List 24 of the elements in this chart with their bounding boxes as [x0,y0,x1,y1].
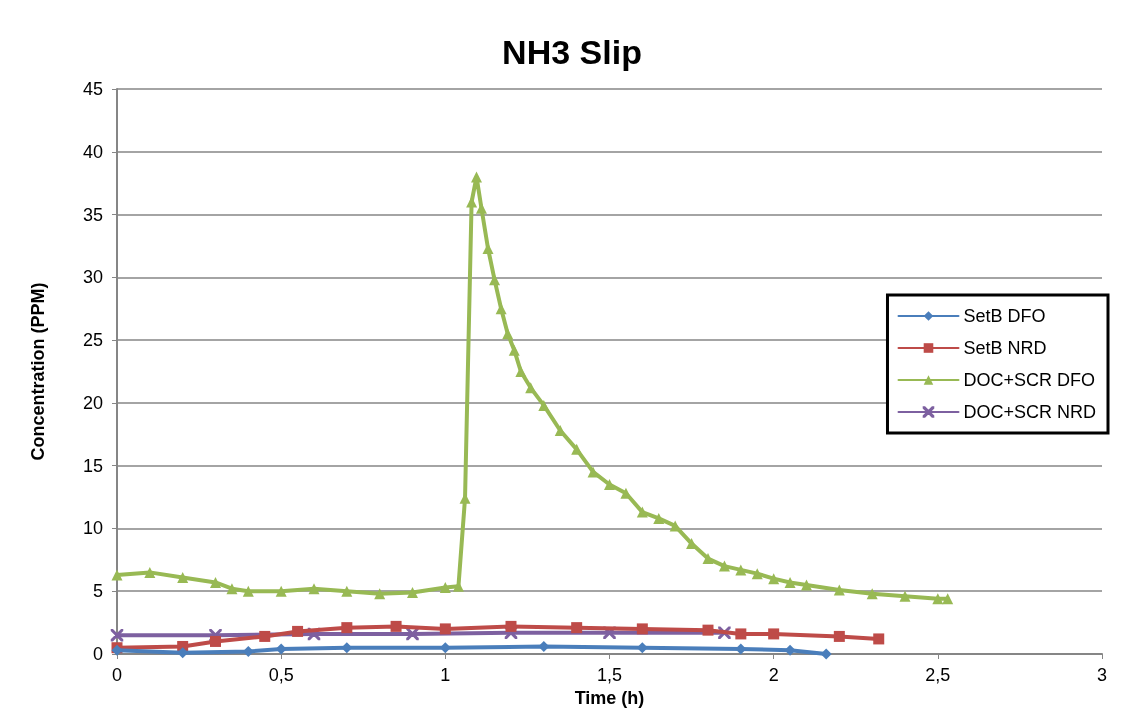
x-axis-title: Time (h) [574,687,645,708]
x-tick-label: 0,5 [268,665,294,685]
x-tick-label: 3 [1096,665,1108,685]
y-tick-label: 45 [82,79,103,99]
y-tick-label: 10 [82,518,103,539]
y-tick-label: 25 [82,330,103,351]
y-tick-label: 15 [82,455,103,476]
chart-title: NH3 Slip [502,33,642,71]
y-tick-label: 5 [92,581,103,602]
y-axis-title: Concentration (PPM) [28,282,48,461]
legend-label: DOC+SCR DFO [963,370,1095,390]
legend-label: DOC+SCR NRD [963,402,1096,422]
x-tick-label: 1 [440,665,451,685]
x-tick-label: 0 [111,665,123,685]
legend-label: SetB DFO [963,306,1046,326]
x-tick-label: 2,5 [925,665,951,685]
x-tick-label: 1,5 [596,665,623,685]
y-tick-label: 20 [82,392,103,413]
y-tick-label: 30 [82,267,103,288]
y-tick-label: 0 [92,644,103,664]
y-tick-label: 35 [82,204,103,225]
x-tick-label: 2 [768,665,779,685]
legend-label: SetB NRD [963,338,1047,358]
y-tick-label: 40 [82,141,103,162]
